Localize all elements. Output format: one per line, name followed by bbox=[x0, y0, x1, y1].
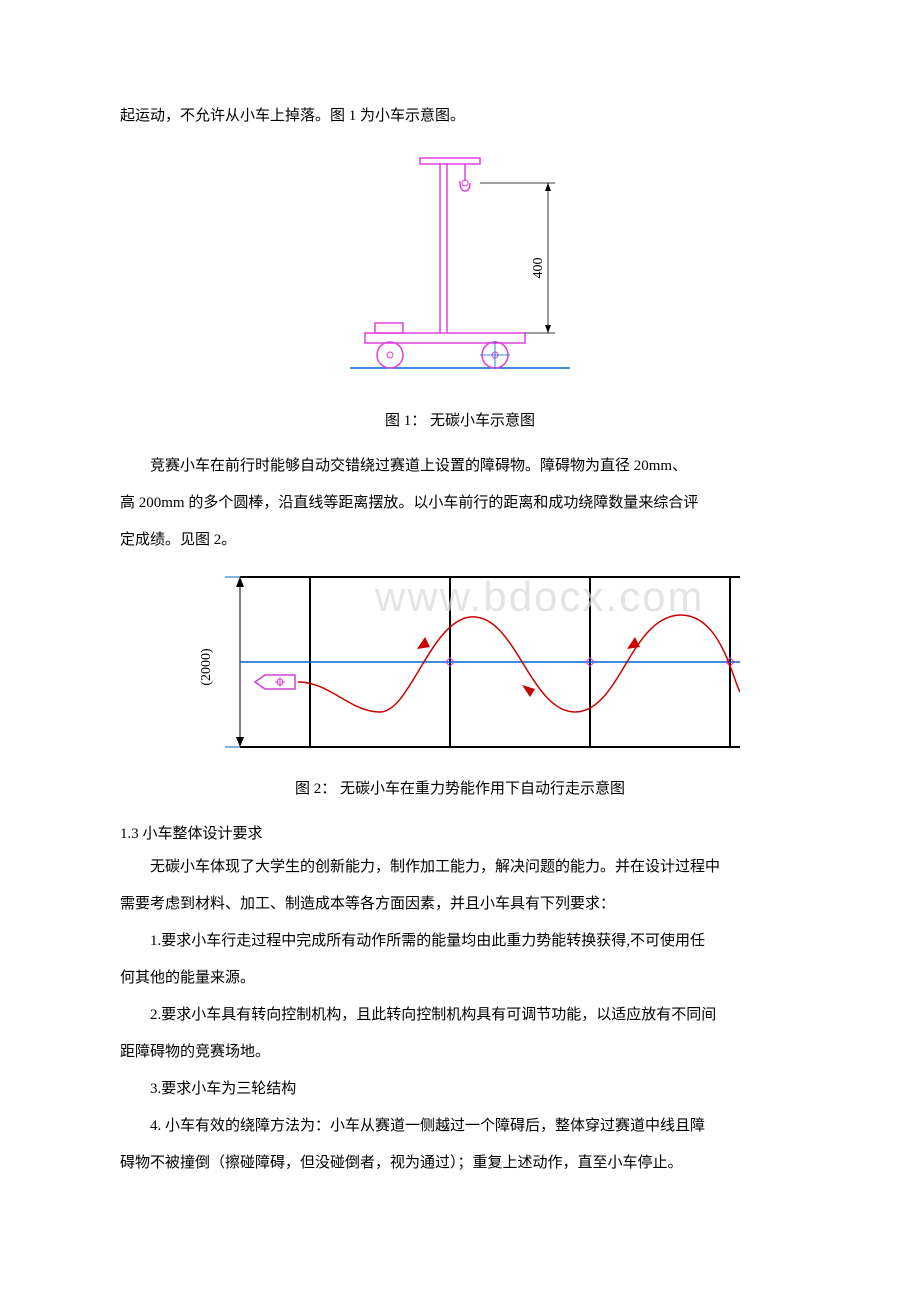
figure-1-svg: 400 bbox=[320, 143, 600, 393]
para-2b: 高 200mm 的多个圆棒，沿直线等距离摆放。以小车前行的距离和成功绕障数量来综… bbox=[120, 487, 800, 520]
req-2b: 距障碍物的竞赛场地。 bbox=[120, 1036, 800, 1069]
req-4b: 碍物不被撞倒（擦碰障碍，但没碰倒者，视为通过）；重复上述动作，直至小车停止。 bbox=[120, 1147, 800, 1180]
para-3a: 无碳小车体现了大学生的创新能力，制作加工能力，解决问题的能力。并在设计过程中 bbox=[120, 851, 800, 884]
paragraph-line-1: 起运动，不允许从小车上掉落。图 1 为小车示意图。 bbox=[120, 100, 800, 133]
req-1a: 1.要求小车行走过程中完成所有动作所需的能量均由此重力势能转换获得,不可使用任 bbox=[120, 925, 800, 958]
dim-2000-label: (2000) bbox=[199, 648, 214, 686]
figure-2-svg: (2000) bbox=[180, 567, 740, 767]
para-3b: 需要考虑到材料、加工、制造成本等各方面因素，并且小车具有下列要求： bbox=[120, 888, 800, 921]
req-4a: 4. 小车有效的绕障方法为：小车从赛道一侧越过一个障碍后，整体穿过赛道中线且障 bbox=[120, 1110, 800, 1143]
figure-1-caption: 图 1： 无碳小车示意图 bbox=[120, 409, 800, 430]
dim-400-label: 400 bbox=[531, 258, 546, 279]
req-2a: 2.要求小车具有转向控制机构，且此转向控制机构具有可调节功能，以适应放有不同间 bbox=[120, 999, 800, 1032]
req-3: 3.要求小车为三轮结构 bbox=[120, 1073, 800, 1106]
para-2a: 竞赛小车在前行时能够自动交错绕过赛道上设置的障碍物。障碍物为直径 20mm、 bbox=[120, 450, 800, 483]
figure-2-container: www.bdocx.com (20 bbox=[120, 567, 800, 767]
heading-1-3: 1.3 小车整体设计要求 bbox=[120, 818, 800, 851]
figure-2-caption: 图 2： 无碳小车在重力势能作用下自动行走示意图 bbox=[120, 777, 800, 798]
figure-1-container: 400 bbox=[120, 143, 800, 393]
req-1b: 何其他的能量来源。 bbox=[120, 962, 800, 995]
para-2c: 定成绩。见图 2。 bbox=[120, 524, 800, 557]
